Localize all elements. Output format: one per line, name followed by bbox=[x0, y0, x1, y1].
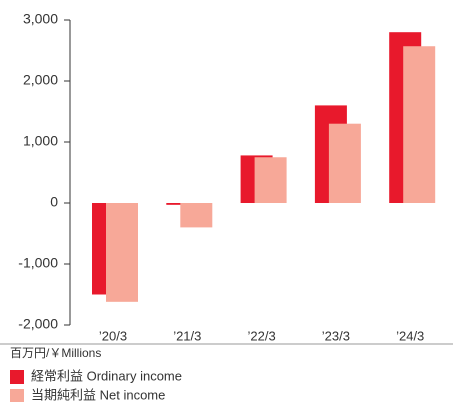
legend-swatch bbox=[10, 389, 24, 402]
y-tick-label: -1,000 bbox=[18, 255, 58, 271]
x-tick-label: ’20/3 bbox=[99, 328, 127, 343]
x-tick-label: ’24/3 bbox=[396, 328, 424, 343]
y-tick-label: 2,000 bbox=[23, 72, 58, 88]
bar bbox=[106, 203, 138, 302]
y-tick-label: 3,000 bbox=[23, 11, 58, 27]
y-tick-label: -2,000 bbox=[18, 316, 58, 332]
y-tick-label: 0 bbox=[50, 194, 58, 210]
x-tick-label: ’22/3 bbox=[247, 328, 275, 343]
x-tick-label: ’23/3 bbox=[322, 328, 350, 343]
legend-swatch bbox=[10, 370, 24, 384]
legend-label: 当期純利益 Net income bbox=[31, 387, 165, 402]
y-tick-label: 1,000 bbox=[23, 133, 58, 149]
unit-label: 百万円/￥Millions bbox=[10, 346, 101, 360]
x-tick-label: ’21/3 bbox=[173, 328, 201, 343]
bar bbox=[403, 46, 436, 204]
bar bbox=[180, 203, 213, 228]
legend-label: 経常利益 Ordinary income bbox=[31, 368, 182, 383]
bar bbox=[328, 123, 361, 203]
bar bbox=[254, 157, 287, 203]
